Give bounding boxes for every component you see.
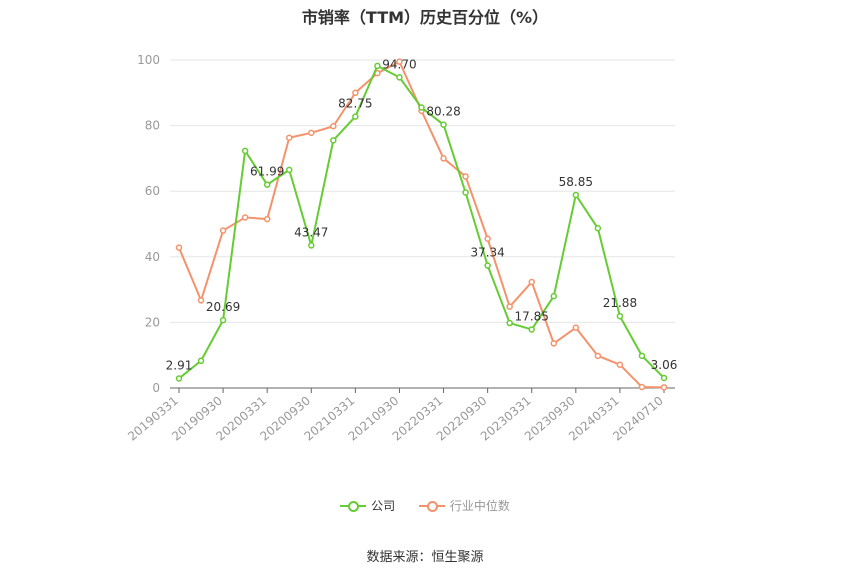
data-label: 94.70	[382, 57, 416, 71]
data-label: 58.85	[559, 175, 593, 189]
legend: 公司 行业中位数	[0, 497, 850, 515]
data-point-company	[550, 292, 558, 300]
legend-industry-label: 行业中位数	[449, 499, 510, 513]
data-point-company	[638, 352, 646, 360]
data-labels: 2.91 20.69 61.99 43.47 82.75 94.70 80.28 37.34 1…	[166, 57, 678, 372]
data-point-industry	[352, 89, 359, 97]
data-label: 17.85	[515, 309, 549, 323]
data-point-industry	[528, 278, 535, 286]
data-point-company	[241, 147, 249, 155]
data-label: 61.99	[250, 165, 284, 179]
data-point-industry	[506, 303, 513, 310]
gridlines	[170, 59, 675, 323]
data-point-company	[374, 62, 381, 70]
data-point-company	[572, 191, 580, 199]
data-point-company	[352, 113, 359, 120]
data-point-industry	[462, 173, 469, 180]
data-point-company	[330, 137, 337, 144]
data-point-industry	[219, 227, 227, 234]
data-point-industry	[638, 383, 646, 391]
legend-industry-swatch-icon	[418, 500, 445, 512]
data-point-industry	[175, 244, 183, 251]
data-point-industry	[308, 129, 315, 137]
data-point-industry	[440, 155, 447, 162]
data-point-industry	[241, 214, 249, 221]
data-point-company	[263, 181, 271, 188]
y-tick-label: 60	[145, 184, 160, 198]
data-source: 数据来源：恒生聚源	[366, 550, 484, 565]
data-label: 2.91	[166, 358, 193, 372]
data-point-company	[462, 189, 469, 196]
data-point-industry	[660, 384, 668, 391]
y-tick-label: 20	[145, 315, 160, 329]
data-point-industry	[197, 297, 205, 304]
legend-company-label: 公司	[371, 499, 396, 513]
data-point-company	[396, 74, 403, 81]
y-tick-label: 100	[137, 53, 160, 67]
data-label: 37.34	[470, 246, 504, 260]
data-point-company	[594, 225, 602, 232]
data-point-industry	[594, 352, 602, 360]
line-chart: 0204060801002019033120190930202003312020…	[125, 53, 678, 444]
data-point-industry	[484, 235, 491, 243]
data-point-company	[219, 316, 227, 324]
axes: 0204060801002019033120190930202003312020…	[125, 53, 675, 444]
data-label: 21.88	[603, 296, 637, 310]
legend-item-industry[interactable]: 行业中位数	[418, 497, 510, 514]
data-point-company	[616, 312, 624, 320]
chart-title: 市销率（TTM）历史百分位（%）	[301, 8, 549, 27]
data-point-company	[660, 374, 668, 382]
data-point-company	[418, 104, 425, 111]
data-label: 20.69	[206, 300, 240, 314]
data-point-industry	[550, 340, 558, 347]
data-point-industry	[330, 123, 337, 130]
data-point-company	[528, 326, 535, 333]
data-point-company	[440, 121, 447, 128]
data-label: 43.47	[294, 225, 328, 239]
data-point-company	[175, 375, 183, 382]
legend-company-swatch-icon	[340, 500, 367, 512]
data-point-industry	[285, 134, 293, 141]
data-label: 80.28	[426, 105, 460, 119]
data-label: 82.75	[338, 97, 372, 111]
data-point-company	[484, 262, 491, 269]
data-point-company	[308, 242, 315, 249]
legend-item-company[interactable]: 公司	[340, 497, 395, 514]
series	[175, 58, 668, 391]
y-tick-label: 0	[152, 381, 160, 395]
data-point-industry	[572, 324, 580, 331]
data-point-industry	[396, 58, 403, 65]
data-label: 3.06	[651, 358, 678, 372]
y-tick-label: 40	[145, 250, 160, 264]
y-tick-label: 80	[145, 119, 160, 133]
data-point-company	[285, 166, 293, 174]
data-point-industry	[616, 361, 624, 368]
data-point-company	[197, 357, 205, 365]
data-point-industry	[263, 215, 271, 223]
data-point-company	[506, 319, 513, 327]
